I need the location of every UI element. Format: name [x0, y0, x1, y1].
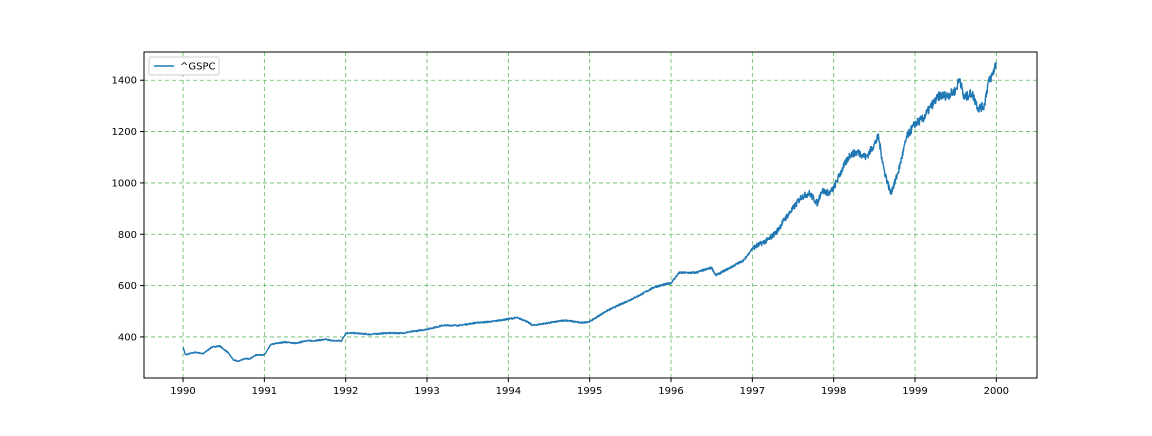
x-tick-label: 1993 [414, 386, 439, 397]
x-tick-label: 1996 [658, 386, 683, 397]
x-tick-label: 1999 [902, 386, 927, 397]
y-tick-label: 1200 [112, 127, 137, 138]
y-tick-label: 400 [118, 332, 137, 343]
legend-label: ^GSPC [180, 62, 216, 73]
x-tick-label: 2000 [984, 386, 1009, 397]
x-tick-label: 1992 [333, 386, 358, 397]
series-layer [182, 62, 997, 363]
x-tick-label: 1995 [577, 386, 602, 397]
y-tick-label: 1400 [112, 76, 137, 87]
x-tick-label: 1990 [170, 386, 195, 397]
y-tick-label: 600 [118, 281, 137, 292]
grid-lines [144, 52, 1037, 378]
x-tick-label: 1991 [252, 386, 277, 397]
y-tick-label: 800 [118, 230, 137, 241]
plot-frame [143, 51, 1038, 379]
x-tick-label: 1997 [740, 386, 765, 397]
legend-box [148, 56, 220, 76]
series-line-gspc [182, 62, 997, 363]
x-tick-label: 1994 [496, 386, 521, 397]
y-axis: 400 600 800 1000 1200 1400 [112, 76, 144, 343]
legend: ^GSPC [148, 56, 220, 76]
y-tick-label: 1000 [112, 178, 137, 189]
x-tick-label: 1998 [821, 386, 846, 397]
x-axis: 1990 1991 1992 1993 1994 1995 1996 1997 1998 1999… [170, 378, 1009, 397]
